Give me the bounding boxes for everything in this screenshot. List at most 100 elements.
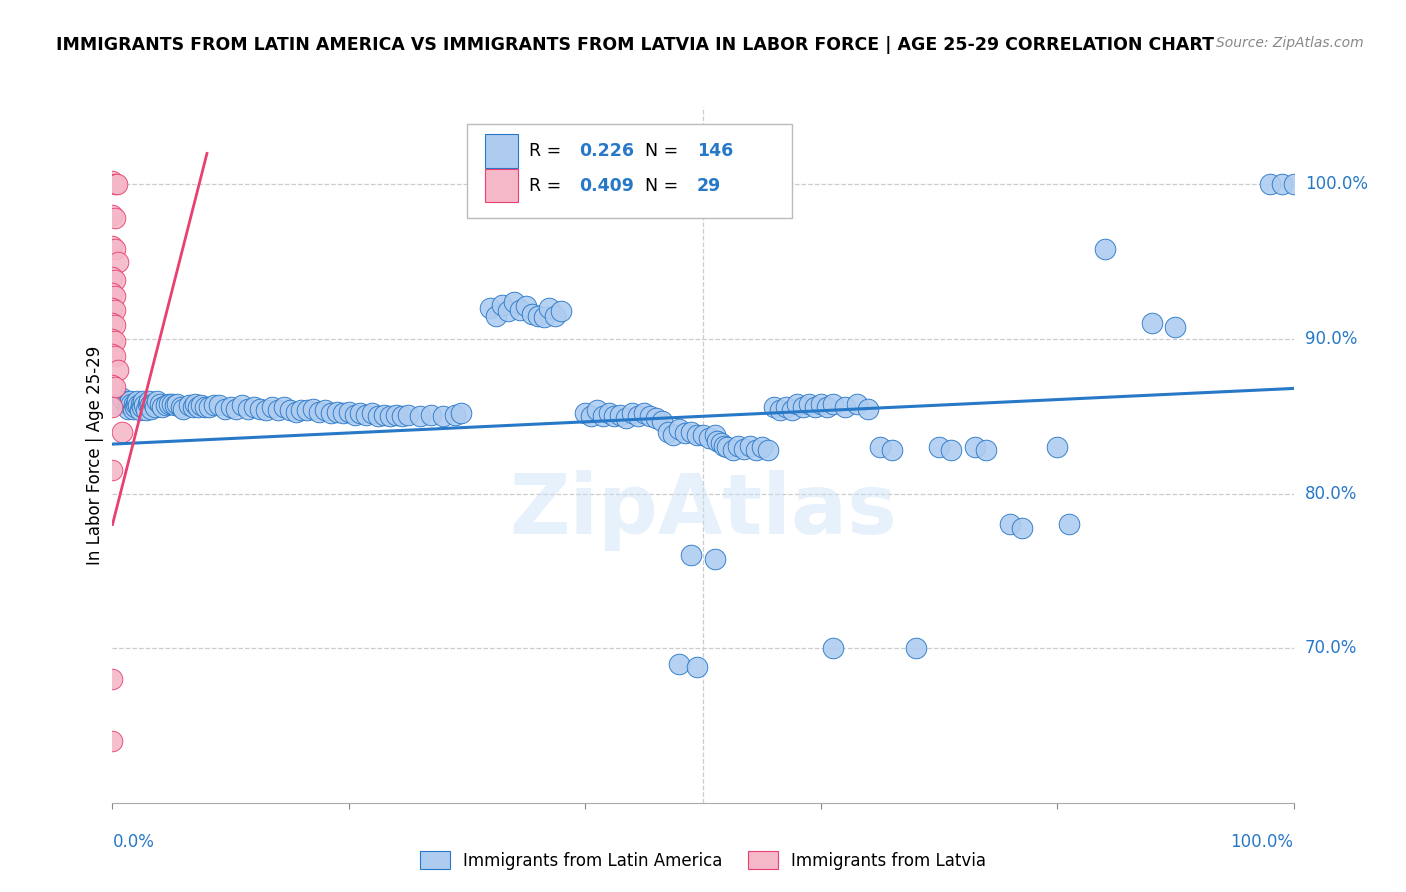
Point	[668, 657, 690, 671]
Point	[373, 408, 395, 422]
Point	[609, 408, 631, 422]
Point	[544, 309, 567, 323]
Point	[104, 380, 127, 394]
Point	[810, 397, 832, 411]
Point	[756, 443, 779, 458]
Point	[815, 400, 838, 414]
Bar	[485, 134, 517, 168]
Point	[181, 400, 204, 414]
Point	[361, 406, 384, 420]
Point	[136, 397, 159, 411]
Point	[297, 403, 319, 417]
Point	[214, 401, 236, 416]
Point	[273, 400, 295, 414]
Point	[142, 397, 165, 411]
Point	[122, 397, 145, 411]
Point	[450, 406, 472, 420]
Point	[745, 443, 768, 458]
Point	[686, 427, 709, 442]
Point	[225, 401, 247, 416]
Point	[703, 551, 725, 566]
Point	[332, 406, 354, 420]
Point	[491, 298, 513, 312]
Point	[125, 397, 148, 411]
Point	[349, 406, 371, 420]
Point	[1046, 440, 1069, 454]
Text: 0.0%: 0.0%	[112, 833, 155, 851]
Point	[138, 393, 160, 408]
Point	[496, 304, 519, 318]
Point	[792, 400, 814, 414]
Point	[769, 403, 792, 417]
Point	[880, 443, 903, 458]
Point	[775, 400, 797, 414]
Point	[111, 425, 134, 439]
Point	[243, 400, 266, 414]
Point	[101, 270, 124, 285]
Point	[260, 400, 283, 414]
Point	[713, 439, 735, 453]
Point	[1164, 319, 1187, 334]
Legend: Immigrants from Latin America, Immigrants from Latvia: Immigrants from Latin America, Immigrant…	[412, 843, 994, 878]
Point	[834, 400, 856, 414]
Point	[104, 288, 127, 302]
Y-axis label: In Labor Force | Age 25-29: In Labor Force | Age 25-29	[86, 345, 104, 565]
Point	[166, 397, 188, 411]
Point	[939, 443, 962, 458]
Point	[526, 309, 548, 323]
Point	[107, 254, 129, 268]
Point	[697, 431, 720, 445]
Point	[963, 440, 986, 454]
Point	[998, 517, 1021, 532]
Point	[101, 378, 124, 392]
Point	[662, 427, 685, 442]
Point	[284, 404, 307, 418]
Point	[1282, 178, 1305, 192]
Point	[135, 403, 157, 417]
Point	[139, 399, 162, 413]
Point	[706, 434, 728, 448]
Point	[127, 399, 149, 413]
Point	[249, 401, 271, 416]
Point	[385, 408, 408, 422]
Text: IMMIGRANTS FROM LATIN AMERICA VS IMMIGRANTS FROM LATVIA IN LABOR FORCE | AGE 25-: IMMIGRANTS FROM LATIN AMERICA VS IMMIGRA…	[56, 36, 1215, 54]
Point	[238, 401, 260, 416]
Point	[1271, 178, 1294, 192]
Point	[786, 397, 808, 411]
Point	[928, 440, 950, 454]
Point	[134, 399, 156, 413]
Point	[319, 406, 342, 420]
Point	[101, 400, 124, 414]
Point	[343, 408, 366, 422]
Point	[1140, 317, 1163, 331]
Point	[592, 409, 614, 424]
Point	[121, 401, 143, 416]
Point	[101, 463, 124, 477]
Point	[740, 439, 762, 453]
Point	[780, 403, 803, 417]
Point	[1094, 242, 1116, 256]
Point	[550, 304, 572, 318]
Point	[391, 409, 413, 424]
Point	[799, 397, 821, 411]
Point	[598, 406, 620, 420]
Point	[104, 211, 127, 226]
Point	[101, 317, 124, 331]
Point	[107, 397, 129, 411]
Point	[231, 399, 253, 413]
Point	[621, 406, 644, 420]
Point	[408, 409, 430, 424]
Point	[869, 440, 891, 454]
Text: ZipAtlas: ZipAtlas	[509, 470, 897, 551]
Point	[118, 397, 141, 411]
Point	[432, 409, 454, 424]
Text: 80.0%: 80.0%	[1305, 484, 1357, 502]
Point	[638, 409, 661, 424]
Point	[692, 427, 714, 442]
Point	[668, 422, 690, 436]
Point	[104, 334, 127, 348]
Text: Source: ZipAtlas.com: Source: ZipAtlas.com	[1216, 36, 1364, 50]
Point	[127, 393, 149, 408]
Point	[104, 302, 127, 317]
Point	[155, 399, 177, 413]
